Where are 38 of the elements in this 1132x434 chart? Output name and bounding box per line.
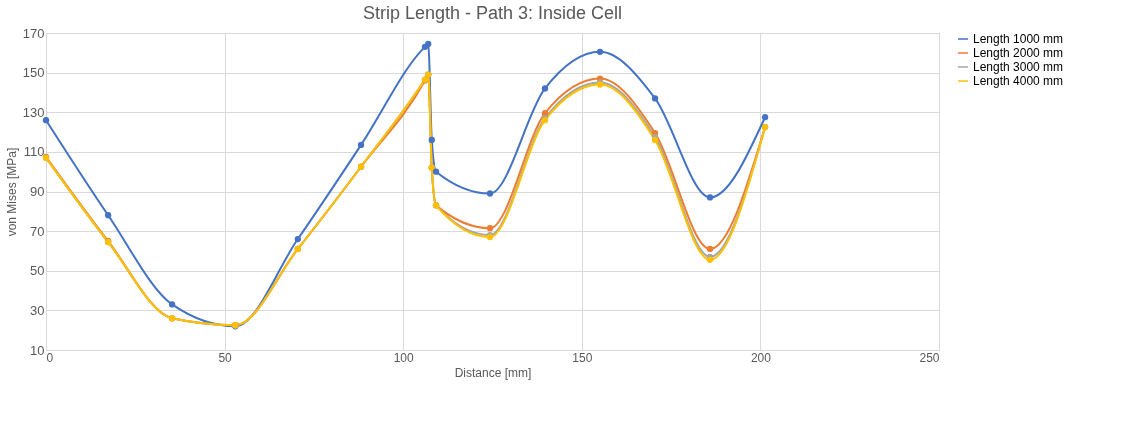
x-tick-label: 50: [218, 350, 233, 365]
point: [596, 48, 604, 55]
point: [706, 194, 714, 201]
y-tick-label: 170: [22, 25, 45, 41]
point: [541, 85, 549, 92]
y-tick-label: 10: [30, 342, 45, 358]
legend-label: Length 3000 mm: [973, 60, 1064, 74]
y-tick-label: 30: [30, 302, 45, 318]
point: [761, 114, 769, 121]
point: [425, 40, 432, 48]
legend-label: Length 4000 mm: [973, 74, 1064, 88]
x-tick-label: 100: [393, 350, 415, 365]
y-tick-label: 70: [30, 223, 45, 239]
point: [651, 95, 659, 102]
point: [168, 301, 176, 308]
x-tick-label: 200: [750, 350, 772, 365]
x-tick-label: 250: [919, 350, 940, 365]
point: [428, 136, 435, 144]
y-tick-label: 50: [30, 263, 45, 279]
point: [432, 168, 440, 175]
x-tick-label: 0: [46, 350, 54, 365]
x-tick-label: 150: [572, 350, 593, 365]
point: [104, 212, 112, 219]
y-tick-label: 90: [30, 184, 45, 199]
chart-title: Strip Length - Path 3: Inside Cell: [362, 3, 623, 23]
y-tick-label: 110: [23, 144, 45, 160]
point: [706, 245, 714, 253]
x-axis-title: Distance [mm]: [454, 365, 532, 380]
point: [357, 141, 365, 149]
y-axis-title: von Mises [MPa]: [4, 147, 19, 237]
point: [294, 235, 301, 243]
y-tick-label: 130: [22, 104, 45, 120]
point: [486, 225, 494, 232]
point: [42, 117, 50, 124]
legend-label: Length 2000 mm: [973, 46, 1064, 60]
legend-label: Length 1000 mm: [973, 32, 1064, 46]
point: [486, 190, 494, 197]
y-tick-label: 150: [22, 65, 45, 81]
